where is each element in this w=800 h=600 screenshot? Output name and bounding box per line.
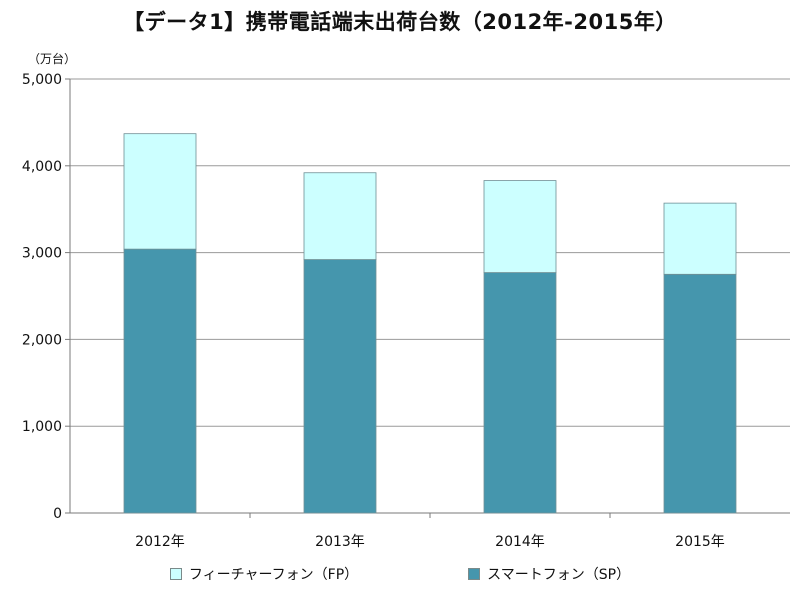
bar-segment-fp — [483, 180, 557, 273]
legend-label-sp: スマートフォン（SP） — [487, 567, 631, 583]
bar-segment-fp — [123, 133, 197, 250]
legend-item-fp: フィーチャーフォン（FP） — [169, 564, 359, 584]
x-tick-label: 2015年 — [675, 534, 725, 550]
bar-segment-fp — [663, 202, 737, 275]
bar-segment-sp — [483, 272, 557, 514]
bar-segment-sp — [663, 273, 737, 514]
x-tick-label: 2013年 — [315, 534, 365, 550]
y-tick-label: 2,000 — [22, 332, 62, 348]
chart-title: 【データ1】携帯電話端末出荷台数（2012年-2015年） — [123, 10, 677, 34]
y-tick-label: 3,000 — [22, 246, 62, 262]
bar-segment-sp — [303, 259, 377, 514]
y-unit-label: （万台） — [28, 52, 77, 66]
legend-swatch-fp — [169, 568, 182, 580]
y-tick-label: 0 — [53, 506, 62, 522]
bar-segment-sp — [123, 248, 197, 514]
legend-label-fp: フィーチャーフォン（FP） — [188, 567, 359, 583]
y-tick-label: 4,000 — [22, 159, 62, 175]
x-tick-label: 2012年 — [135, 534, 185, 550]
bar-segment-fp — [303, 172, 377, 260]
y-tick-label: 1,000 — [22, 419, 62, 435]
x-tick-label: 2014年 — [495, 534, 545, 550]
legend-swatch-sp — [468, 568, 481, 580]
legend-item-sp: スマートフォン（SP） — [468, 564, 630, 584]
chart-legend: フィーチャーフォン（FP） スマートフォン（SP） — [0, 564, 800, 584]
y-tick-label: 5,000 — [22, 72, 62, 88]
